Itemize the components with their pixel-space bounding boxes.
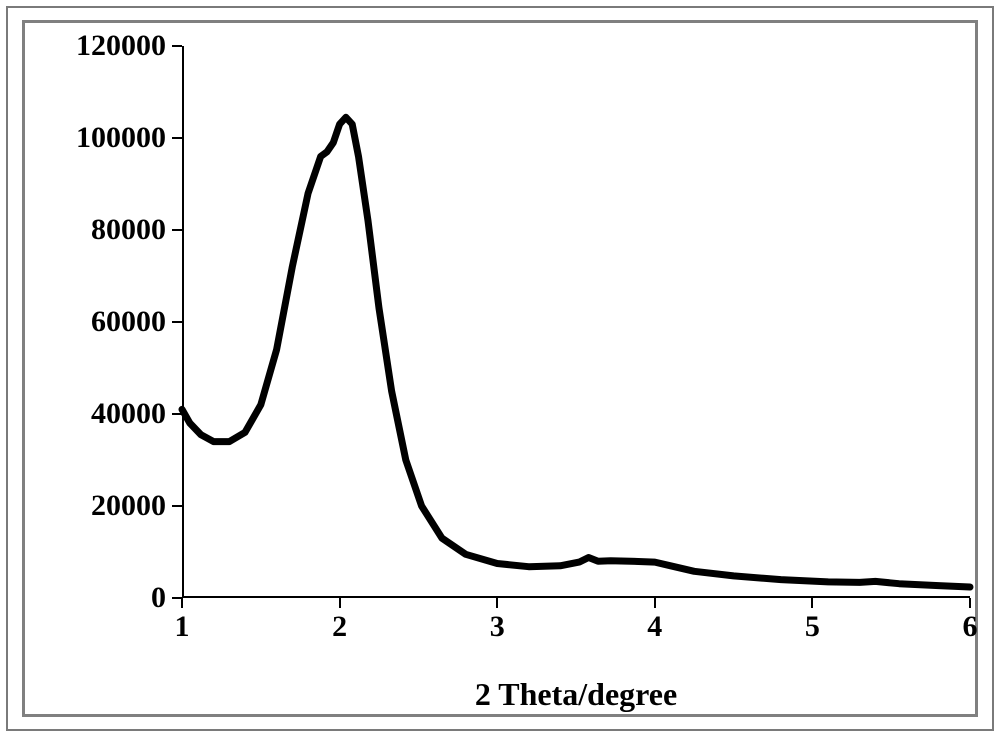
series-line <box>0 0 1000 737</box>
